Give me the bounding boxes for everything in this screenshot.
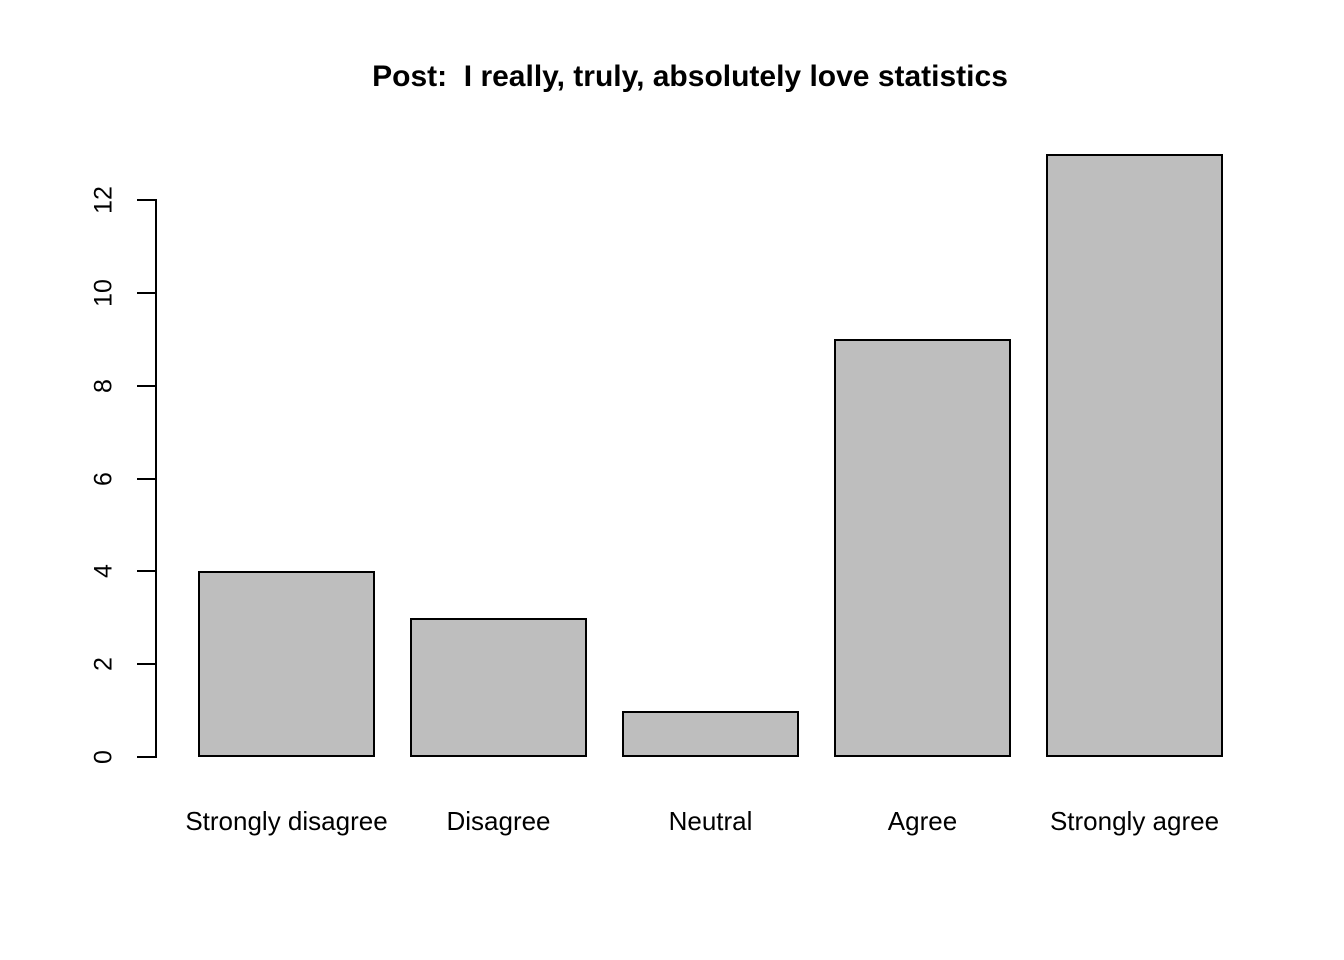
x-axis-category-label: Strongly disagree	[185, 806, 388, 836]
y-axis-tick-label: 8	[89, 378, 118, 393]
bar-strongly-agree	[1046, 154, 1223, 757]
y-axis-tick-label: 6	[89, 471, 118, 486]
y-axis-tick-label: 0	[89, 750, 118, 764]
y-axis-tick	[137, 477, 155, 480]
bar-disagree	[410, 618, 587, 757]
x-axis-category-label: Disagree	[446, 806, 551, 836]
y-axis-tick-label: 4	[89, 564, 118, 579]
y-axis-tick-label: 2	[89, 657, 118, 672]
y-axis-tick	[137, 756, 155, 758]
chart-title: Post: I really, truly, absolutely love s…	[372, 60, 1008, 93]
x-axis-category-label: Strongly agree	[1049, 806, 1220, 836]
y-axis-tick	[137, 663, 155, 666]
y-axis-tick	[137, 292, 155, 294]
y-axis-tick	[137, 570, 155, 573]
y-axis-tick	[137, 199, 155, 202]
bar-neutral	[622, 711, 799, 757]
bar-strongly-disagree	[198, 571, 375, 757]
x-axis-category-label: Neutral	[668, 806, 753, 836]
y-axis-tick-label: 10	[89, 279, 118, 307]
y-axis-line	[155, 199, 157, 758]
bar-agree	[834, 339, 1011, 757]
y-axis-tick-label: 12	[89, 186, 118, 215]
x-axis-category-label: Agree	[887, 806, 958, 836]
y-axis-tick	[137, 384, 155, 387]
